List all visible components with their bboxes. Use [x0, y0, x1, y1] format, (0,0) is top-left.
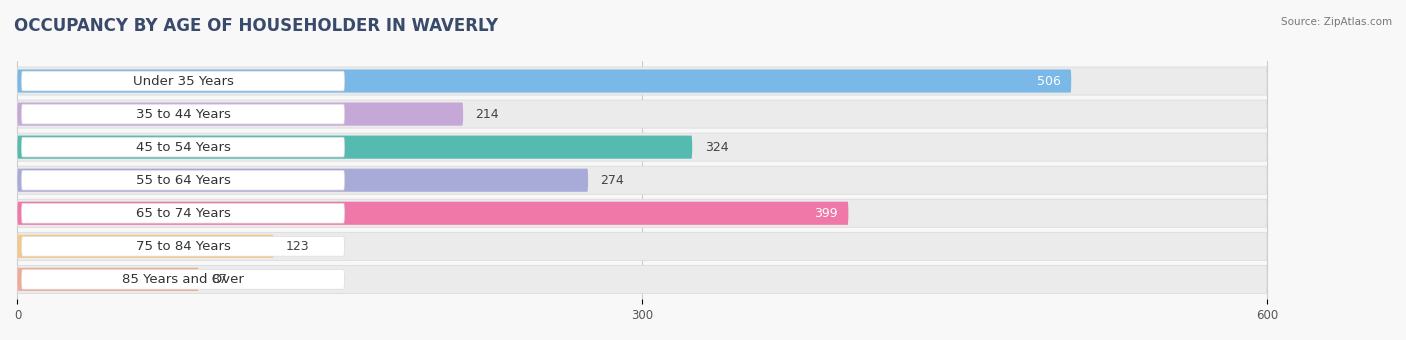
FancyBboxPatch shape — [17, 265, 1267, 293]
Text: 214: 214 — [475, 107, 499, 121]
Text: 506: 506 — [1038, 74, 1060, 87]
FancyBboxPatch shape — [21, 104, 344, 124]
Text: 399: 399 — [814, 207, 838, 220]
FancyBboxPatch shape — [17, 268, 198, 291]
FancyBboxPatch shape — [17, 69, 1071, 92]
FancyBboxPatch shape — [17, 202, 848, 225]
FancyBboxPatch shape — [21, 203, 344, 223]
FancyBboxPatch shape — [21, 237, 344, 256]
FancyBboxPatch shape — [17, 199, 1267, 227]
Text: 85 Years and Over: 85 Years and Over — [122, 273, 245, 286]
FancyBboxPatch shape — [21, 71, 344, 91]
Text: 45 to 54 Years: 45 to 54 Years — [135, 141, 231, 154]
Text: 274: 274 — [600, 174, 624, 187]
Text: 35 to 44 Years: 35 to 44 Years — [135, 107, 231, 121]
FancyBboxPatch shape — [17, 67, 1267, 95]
FancyBboxPatch shape — [17, 232, 1267, 260]
Text: 324: 324 — [704, 141, 728, 154]
FancyBboxPatch shape — [17, 133, 1267, 161]
Text: OCCUPANCY BY AGE OF HOUSEHOLDER IN WAVERLY: OCCUPANCY BY AGE OF HOUSEHOLDER IN WAVER… — [14, 17, 498, 35]
FancyBboxPatch shape — [21, 270, 344, 289]
FancyBboxPatch shape — [21, 137, 344, 157]
Text: 55 to 64 Years: 55 to 64 Years — [135, 174, 231, 187]
Text: 87: 87 — [211, 273, 228, 286]
FancyBboxPatch shape — [17, 136, 692, 159]
FancyBboxPatch shape — [21, 170, 344, 190]
FancyBboxPatch shape — [17, 166, 1267, 194]
FancyBboxPatch shape — [17, 235, 274, 258]
Text: 123: 123 — [285, 240, 309, 253]
Text: 75 to 84 Years: 75 to 84 Years — [135, 240, 231, 253]
FancyBboxPatch shape — [17, 100, 1267, 128]
Text: Source: ZipAtlas.com: Source: ZipAtlas.com — [1281, 17, 1392, 27]
FancyBboxPatch shape — [17, 103, 463, 126]
Text: Under 35 Years: Under 35 Years — [132, 74, 233, 87]
Text: 65 to 74 Years: 65 to 74 Years — [135, 207, 231, 220]
FancyBboxPatch shape — [17, 169, 588, 192]
